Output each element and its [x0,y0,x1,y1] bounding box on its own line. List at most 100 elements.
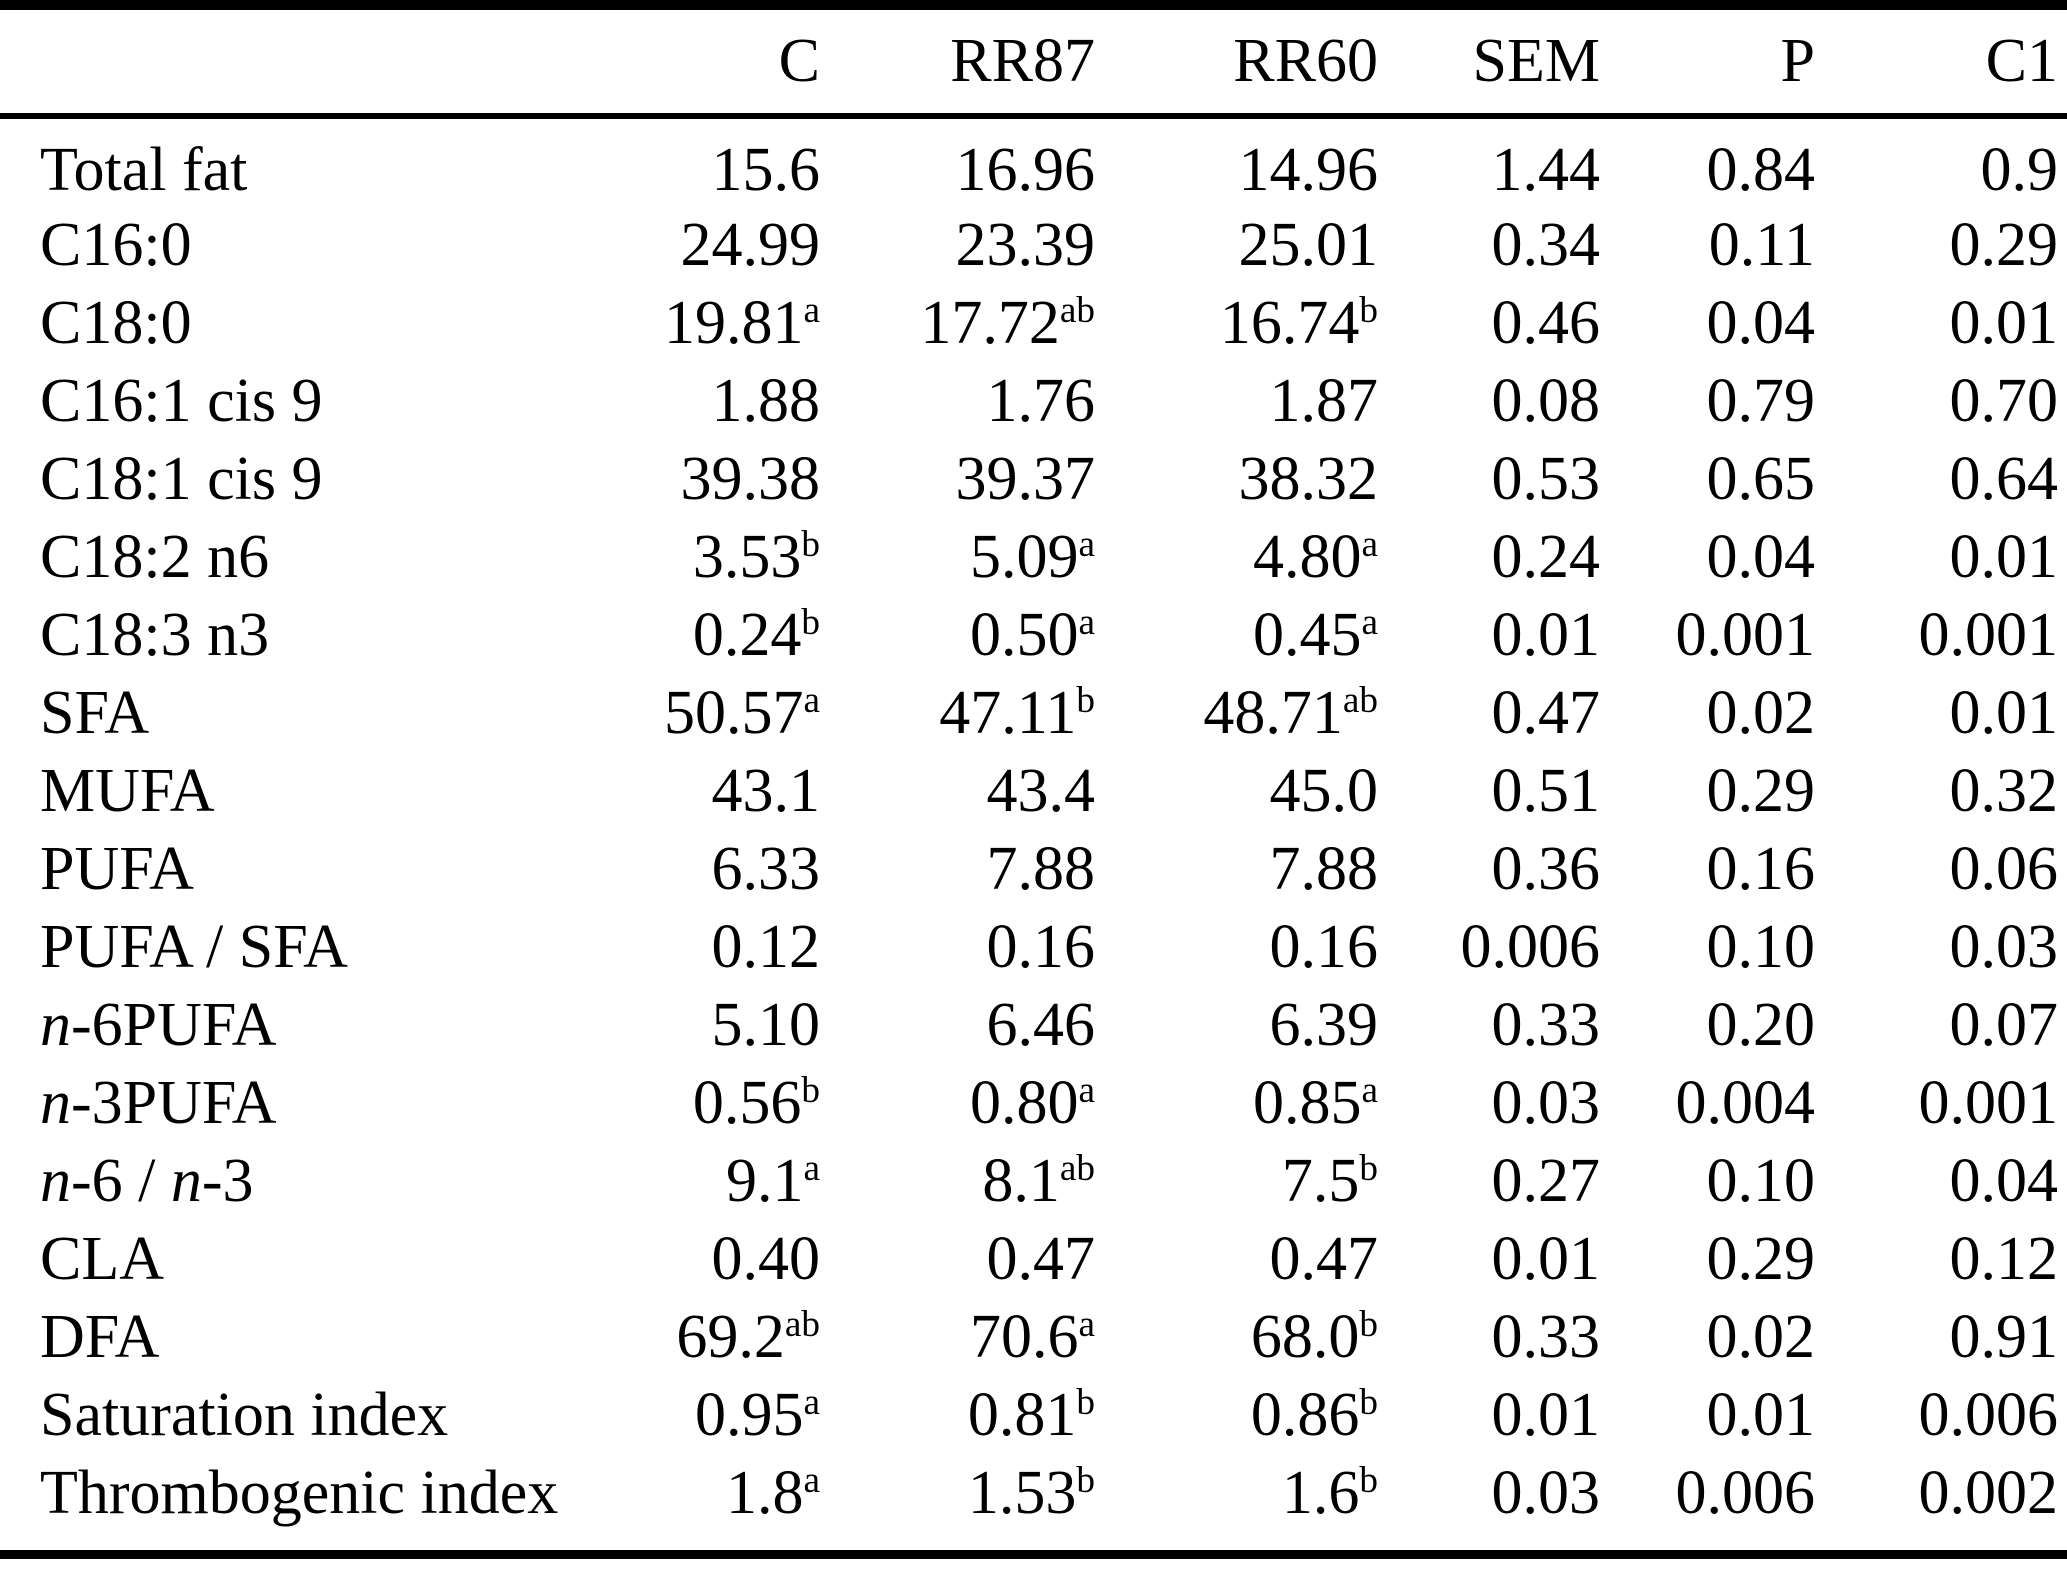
value-cell: 0.47 [1095,1220,1379,1298]
value-cell: 38.32 [1095,440,1379,518]
cell-value: 0.40 [711,1224,821,1293]
value-cell: 5.09a [820,518,1095,596]
cell-value: 0.01 [1949,678,2059,747]
value-cell: 0.24 [1378,518,1601,596]
table-row: CLA 0.40 0.47 0.47 0.01 0.29 0.12 [0,1220,2067,1298]
cell-value: 0.80 [969,1068,1079,1137]
value-cell: 1.87 [1095,362,1379,440]
cell-value: 0.01 [1949,288,2059,357]
value-cell: 0.01 [1600,1376,1816,1454]
row-label-text: C16:0 [40,210,192,279]
cell-value: 0.27 [1491,1146,1601,1215]
row-label-text: n [40,990,71,1059]
cell-value: 0.85 [1252,1068,1362,1137]
row-label-text: SFA [40,678,150,747]
row-label-text: C18:3 n3 [40,600,270,669]
cell-superscript: a [803,1460,820,1502]
row-label: C16:1 cis 9 [0,362,550,440]
cell-superscript: a [803,290,820,332]
cell-superscript: b [801,524,820,566]
row-label: PUFA / SFA [0,908,550,986]
value-cell: 0.53 [1378,440,1601,518]
value-cell: 3.53b [550,518,820,596]
cell-value: 0.33 [1491,1302,1601,1371]
value-cell: 47.11b [820,674,1095,752]
cell-value: 0.16 [1706,834,1816,903]
value-cell: 0.12 [550,908,821,986]
row-label: PUFA [0,830,550,908]
table-row: MUFA 43.1 43.4 45.0 0.51 0.29 0.32 [0,752,2067,830]
cell-value: 50.57 [663,678,804,747]
cell-value: 5.09 [969,522,1079,591]
cell-superscript: a [1361,1070,1378,1112]
value-cell: 0.08 [1378,362,1601,440]
row-label: SFA [0,674,550,752]
cell-value: 7.5 [1281,1146,1360,1215]
cell-value: 0.16 [1269,912,1379,981]
value-cell: 0.46 [1378,284,1601,362]
cell-value: 0.04 [1706,522,1816,591]
fatty-acid-composition-table: C RR87 RR60 SEM P C1 Total fat 15.6 16.96 1… [0,10,2067,1532]
value-cell: 19.81a [550,284,820,362]
cell-value: 0.29 [1706,756,1816,825]
cell-value: 0.64 [1949,444,2059,513]
value-cell: 0.07 [1815,986,2067,1064]
cell-value: 0.56 [692,1068,802,1137]
table-row: PUFA 6.33 7.88 7.88 0.36 0.16 0.06 [0,830,2067,908]
table-row: C16:0 24.99 23.39 25.01 0.34 0.11 0.29 [0,206,2067,284]
cell-value: 0.46 [1491,288,1601,357]
cell-value: 1.8 [725,1458,804,1527]
row-label: C16:0 [0,206,550,284]
cell-value: 0.006 [1918,1380,2059,1449]
cell-value: 43.4 [986,756,1096,825]
cell-value: 0.01 [1491,1380,1601,1449]
cell-value: 7.88 [1269,834,1379,903]
cell-superscript: b [1076,1460,1095,1502]
cell-value: 0.03 [1491,1458,1601,1527]
cell-superscript: ab [1059,290,1095,332]
value-cell: 6.46 [820,986,1096,1064]
value-cell: 0.01 [1378,596,1601,674]
value-cell: 0.85a [1095,1064,1378,1142]
cell-value: 0.08 [1491,366,1601,435]
cell-value: 0.03 [1491,1068,1601,1137]
cell-value: 6.46 [986,990,1096,1059]
value-cell: 1.53b [820,1454,1095,1532]
value-cell: 0.65 [1600,440,1816,518]
row-label: C18:3 n3 [0,596,550,674]
cell-value: 0.06 [1949,834,2059,903]
table-row: C16:1 cis 9 1.88 1.76 1.87 0.08 0.79 0.70 [0,362,2067,440]
cell-superscript: b [801,602,820,644]
row-label: Thrombogenic index [0,1454,558,1532]
value-cell: 1.8a [550,1454,820,1532]
row-label-text: -3PUFA [71,1068,277,1137]
table-row: C18:2 n6 3.53b 5.09a 4.80a 0.24 0.04 0.01 [0,518,2067,596]
value-cell: 6.33 [550,830,821,908]
cell-value: 0.84 [1706,136,1816,204]
value-cell: 0.16 [820,908,1096,986]
cell-superscript: b [1359,1148,1378,1190]
value-cell: 0.33 [1378,1298,1601,1376]
value-cell: 0.006 [1815,1376,2067,1454]
cell-value: 70.6 [969,1302,1079,1371]
cell-value: 0.02 [1706,1302,1816,1371]
cell-superscript: ab [1342,680,1378,722]
cell-superscript: a [1361,602,1378,644]
cell-value: 0.91 [1949,1302,2059,1371]
value-cell: 0.03 [1378,1064,1601,1142]
value-cell: 0.47 [1378,674,1601,752]
cell-value: 24.99 [680,210,821,279]
value-cell: 0.51 [1378,752,1601,830]
cell-value: 25.01 [1238,210,1379,279]
value-cell: 0.29 [1600,752,1816,830]
cell-value: 3.53 [692,522,802,591]
row-label: C18:0 [0,284,550,362]
table-row: n-6PUFA 5.10 6.46 6.39 0.33 0.20 0.07 [0,986,2067,1064]
value-cell: 0.24b [550,596,820,674]
value-cell: 0.04 [1600,518,1816,596]
cell-value: 45.0 [1269,756,1379,825]
cell-value: 16.74 [1219,288,1360,357]
cell-value: 0.01 [1491,1224,1601,1293]
value-cell: 0.64 [1815,440,2067,518]
cell-value: 0.34 [1491,210,1601,279]
